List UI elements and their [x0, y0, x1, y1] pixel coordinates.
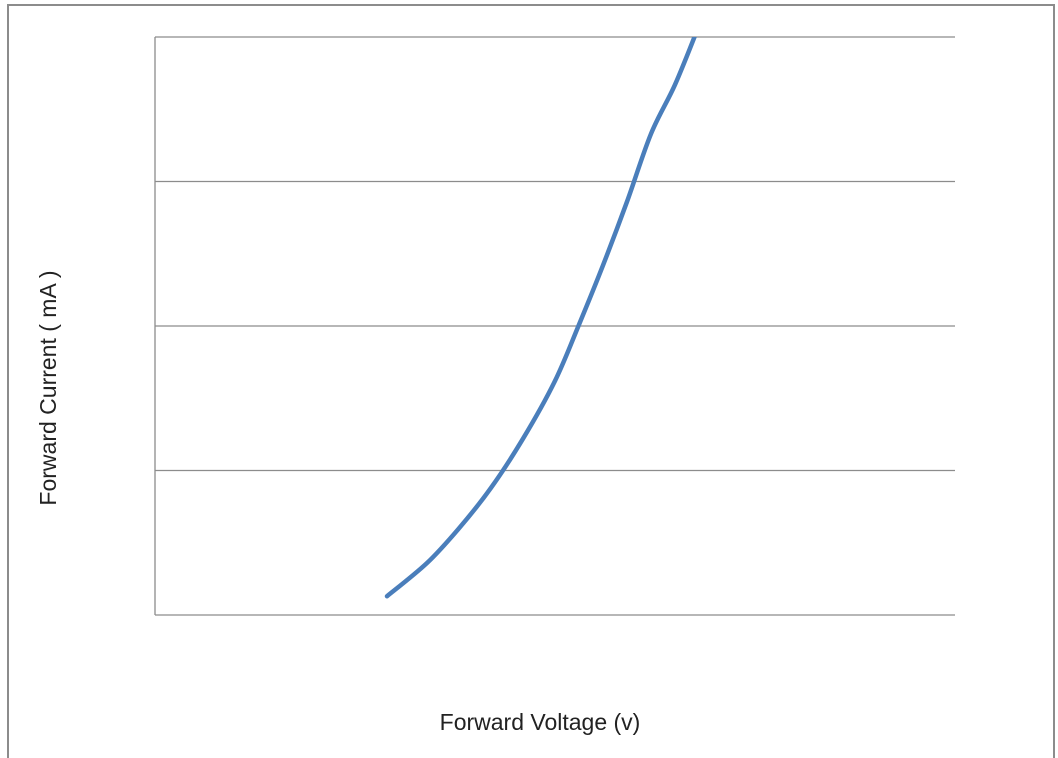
grid: [155, 36, 955, 472]
series-layer: [384, 37, 697, 599]
chart-border: [7, 4, 1055, 758]
y-axis-label: Forward Current ( mA ): [35, 270, 61, 505]
x-axis-label: Forward Voltage (v): [440, 709, 641, 735]
series-line-0: [384, 37, 697, 599]
